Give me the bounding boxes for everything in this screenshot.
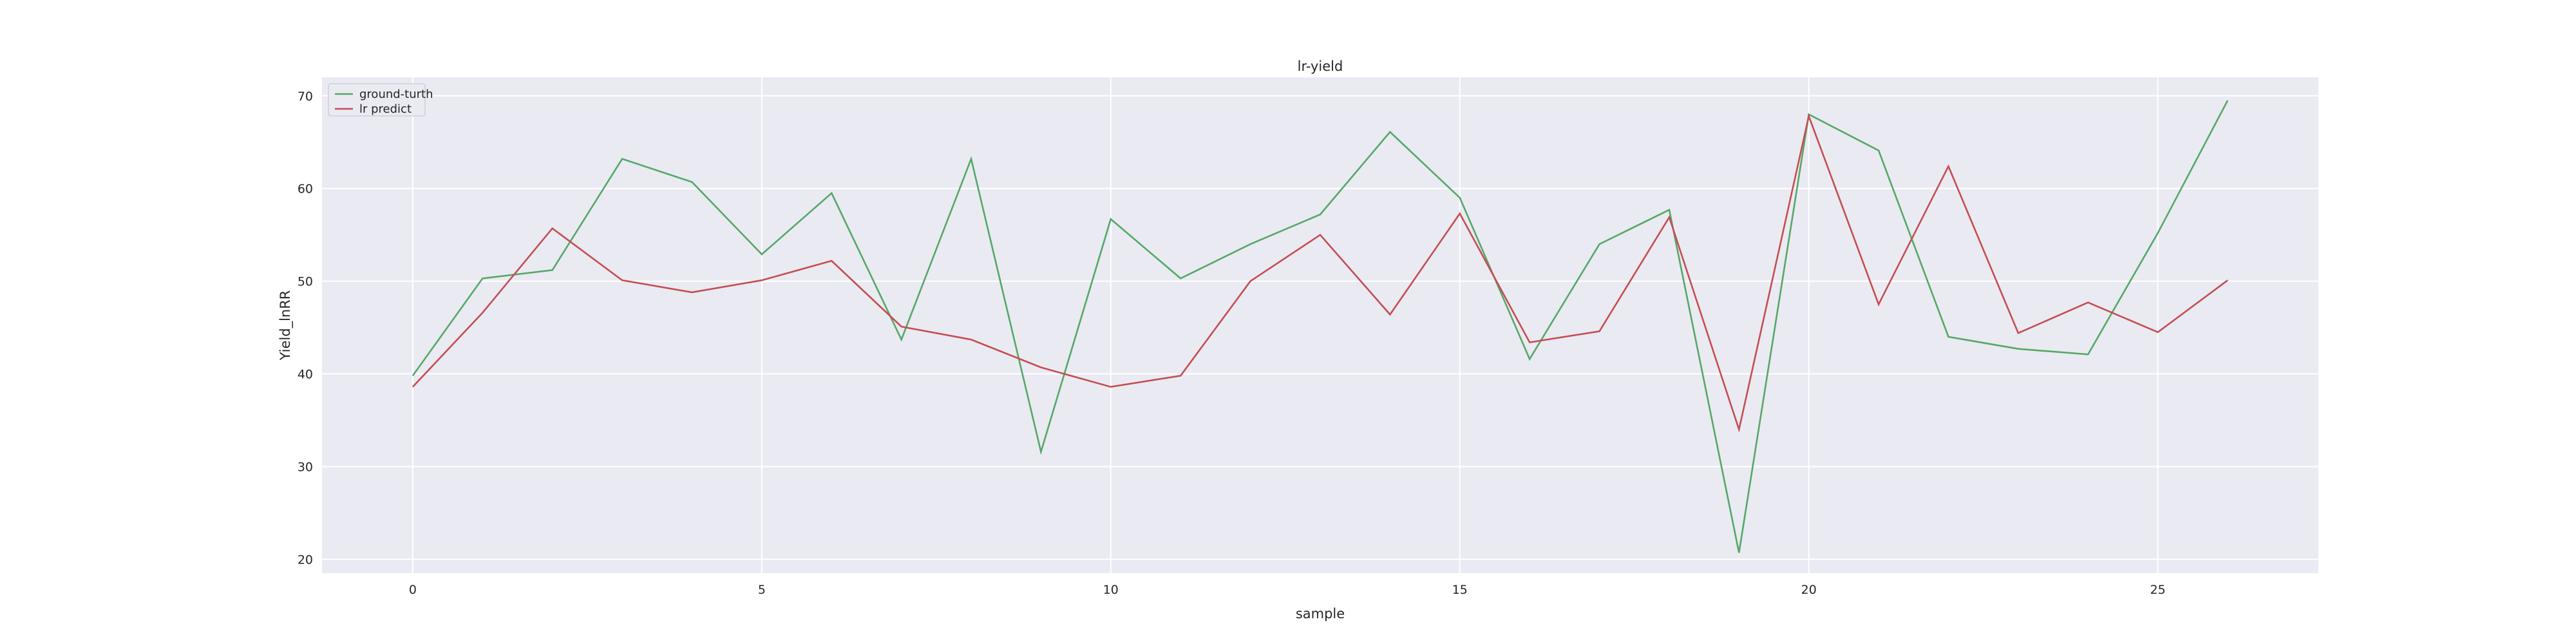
legend: ground-turth lr predict <box>328 83 433 117</box>
y-tick-label: 50 <box>298 275 313 289</box>
legend-label-ground-turth: ground-turth <box>359 88 433 101</box>
plot-area <box>322 77 2318 573</box>
y-tick-label: 30 <box>298 460 313 474</box>
x-axis-label: sample <box>1296 606 1345 621</box>
series-line-ground-turth <box>412 100 2229 553</box>
x-tick-label: 10 <box>1103 583 1119 597</box>
chart-title: lr-yield <box>1298 59 1343 74</box>
series-group <box>412 100 2229 553</box>
y-tick-label: 40 <box>298 368 313 382</box>
legend-label-lr-predict: lr predict <box>359 102 412 116</box>
tick-labels: 0 5 10 15 20 25 20 30 40 50 60 70 <box>298 90 2166 597</box>
x-tick-label: 5 <box>758 583 766 597</box>
y-axis-label: Yield_lnRR <box>278 290 294 361</box>
x-tick-label: 20 <box>1801 583 1817 597</box>
y-tick-label: 70 <box>298 90 313 104</box>
x-tick-label: 0 <box>409 583 417 597</box>
grid <box>322 77 2318 573</box>
y-tick-label: 20 <box>298 553 313 567</box>
x-tick-label: 15 <box>1452 583 1468 597</box>
legend-box <box>328 83 426 117</box>
x-tick-label: 25 <box>2150 583 2166 597</box>
series-line-lr-predict <box>412 113 2228 433</box>
y-tick-label: 60 <box>298 182 313 196</box>
